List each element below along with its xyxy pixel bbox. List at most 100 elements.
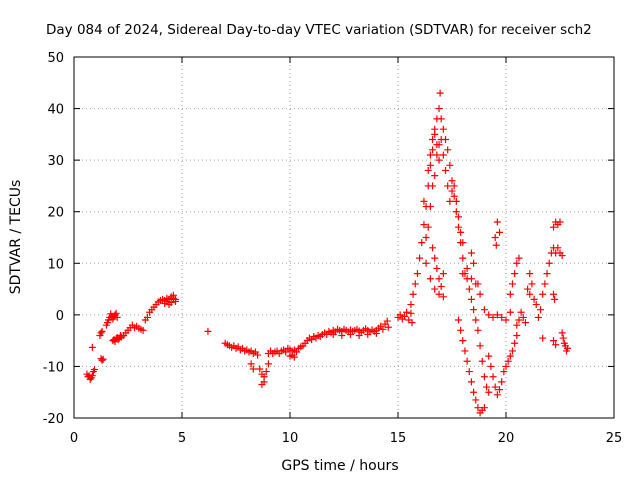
data-point	[452, 197, 460, 205]
data-point	[98, 327, 106, 335]
data-point	[400, 312, 408, 320]
data-point	[346, 330, 354, 338]
data-point	[489, 313, 497, 321]
x-tick-label-3: 15	[390, 431, 407, 446]
y-tick-label-0: -20	[43, 412, 64, 427]
data-point	[472, 396, 480, 404]
plot-frame	[73, 56, 615, 419]
data-point	[407, 309, 415, 317]
data-point	[454, 213, 462, 221]
data-point	[454, 223, 462, 231]
data-point	[264, 360, 272, 368]
data-point	[97, 329, 105, 337]
data-point	[524, 285, 532, 293]
data-point	[467, 249, 475, 257]
data-point	[459, 337, 467, 345]
data-point	[379, 325, 387, 333]
data-point	[541, 280, 549, 288]
x-tick-label-2: 10	[282, 431, 299, 446]
data-point	[465, 368, 473, 376]
data-point	[431, 254, 439, 262]
data-point	[485, 311, 493, 319]
data-point	[172, 297, 180, 305]
data-point	[290, 353, 298, 361]
data-point	[424, 166, 432, 174]
data-point	[506, 290, 514, 298]
data-point	[431, 125, 439, 133]
data-point	[383, 317, 391, 325]
data-point	[506, 308, 514, 316]
data-point	[539, 290, 547, 298]
data-point	[478, 357, 486, 365]
data-point	[513, 331, 521, 339]
y-axis-label: SDTVAR / TECUs	[8, 180, 24, 295]
data-point	[448, 187, 456, 195]
data-point	[429, 146, 437, 154]
data-point	[504, 357, 512, 365]
data-point	[435, 275, 443, 283]
data-point	[86, 375, 94, 383]
data-point	[433, 264, 441, 272]
data-point	[262, 368, 270, 376]
data-point	[545, 259, 553, 267]
y-tick-label-2: 0	[56, 309, 64, 324]
data-point	[476, 342, 484, 350]
data-point	[444, 146, 452, 154]
data-point	[424, 223, 432, 231]
data-point	[88, 343, 96, 351]
data-point	[442, 166, 450, 174]
data-point	[493, 311, 501, 319]
data-point	[418, 239, 426, 247]
data-point	[500, 368, 508, 376]
data-point	[433, 141, 441, 149]
data-point	[517, 308, 525, 316]
data-point	[480, 306, 488, 314]
data-point	[446, 197, 454, 205]
data-point	[508, 280, 516, 288]
data-point	[450, 182, 458, 190]
data-point	[204, 327, 212, 335]
data-point	[511, 339, 519, 347]
data-point	[364, 330, 372, 338]
data-point	[472, 316, 480, 324]
data-point	[426, 161, 434, 169]
data-point	[403, 308, 411, 316]
data-point	[564, 344, 572, 352]
data-point	[459, 270, 467, 278]
data-point	[426, 151, 434, 159]
data-point	[526, 270, 534, 278]
data-point	[550, 223, 558, 231]
data-point	[439, 293, 447, 301]
data-point	[407, 301, 415, 309]
data-point	[98, 356, 106, 364]
y-tick-label-1: -10	[43, 360, 64, 375]
tick-labels: 0 5 10 15 20 25 -20 -10 0 10 20 30 40 50	[43, 51, 623, 446]
data-point	[452, 208, 460, 216]
data-point	[409, 290, 417, 298]
x-tick-label-1: 5	[178, 431, 186, 446]
data-point	[552, 341, 560, 349]
data-point	[493, 391, 501, 399]
data-point	[558, 329, 566, 337]
data-point	[470, 259, 478, 267]
data-point	[506, 352, 514, 360]
data-point	[543, 270, 551, 278]
data-point	[429, 182, 437, 190]
x-tick-label-5: 25	[606, 431, 623, 446]
data-point	[474, 280, 482, 288]
data-point	[528, 280, 536, 288]
data-point	[537, 306, 545, 314]
data-point	[420, 221, 428, 229]
data-point	[413, 270, 421, 278]
data-point	[429, 136, 437, 144]
data-point	[433, 151, 441, 159]
data-point	[550, 290, 558, 298]
data-point	[450, 192, 458, 200]
data-point	[485, 388, 493, 396]
data-point	[247, 360, 255, 368]
data-point	[489, 373, 497, 381]
y-tick-label-4: 20	[47, 206, 64, 221]
data-point	[463, 357, 471, 365]
data-point	[169, 291, 177, 299]
